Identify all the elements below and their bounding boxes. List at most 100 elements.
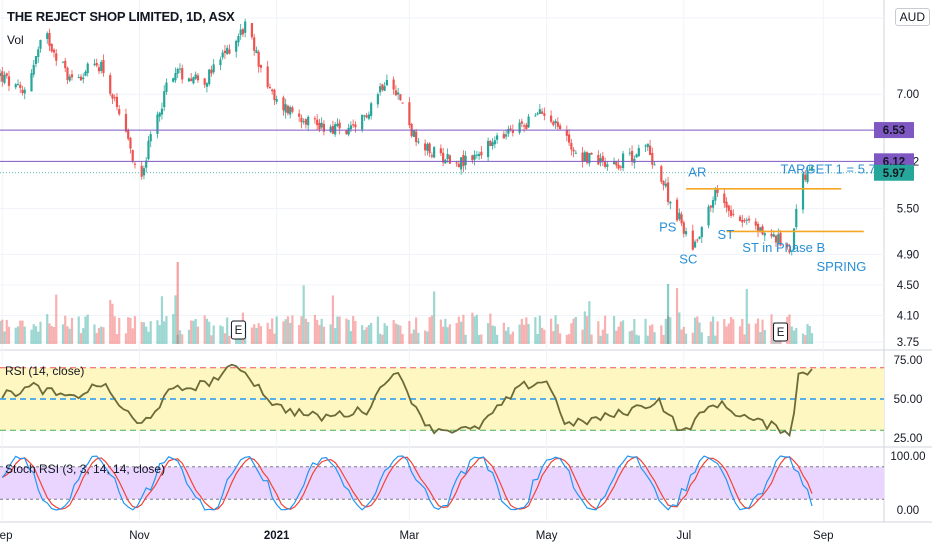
candle-body — [286, 105, 290, 114]
volume-bar — [394, 323, 397, 344]
candle-body — [612, 161, 616, 165]
volume-bar — [763, 330, 766, 344]
candle-body — [567, 134, 571, 143]
candle-body — [723, 193, 726, 204]
candle-body — [19, 84, 22, 88]
candle-body — [804, 174, 807, 180]
volume-bar — [540, 327, 544, 344]
candle-body — [37, 49, 40, 58]
volume-bar — [307, 322, 310, 344]
volume-bar — [313, 314, 317, 344]
candle-body — [271, 89, 274, 92]
volume-bar — [259, 326, 263, 344]
volume-bar — [448, 324, 451, 344]
candle-body — [788, 249, 791, 253]
candle-body — [489, 140, 492, 146]
volume-bar — [693, 317, 697, 344]
volume-bar — [255, 328, 258, 344]
candle-body — [426, 144, 429, 151]
stoch-tick-label: 100.00 — [890, 451, 925, 463]
volume-bar — [707, 335, 710, 344]
candle-body — [664, 183, 667, 187]
volume-bar — [475, 314, 478, 344]
candle-body — [174, 73, 177, 81]
candle-body — [455, 162, 458, 164]
candle-body — [536, 113, 539, 115]
candle-body — [275, 99, 278, 102]
volume-bar — [408, 321, 411, 344]
candle-body — [493, 140, 496, 145]
candle-body — [801, 173, 805, 210]
candle-body — [163, 91, 166, 108]
volume-bar — [109, 299, 112, 344]
volume-bar — [187, 329, 191, 344]
candle-body — [291, 107, 294, 112]
candle-body — [772, 234, 775, 237]
candle-body — [597, 154, 600, 165]
candle-body — [181, 68, 184, 80]
volume-bar — [145, 326, 148, 344]
volume-bar — [754, 323, 757, 344]
volume-bar — [111, 303, 114, 344]
candle-body — [127, 130, 130, 139]
volume-bar — [68, 328, 71, 344]
x-tick-label: Jul — [676, 530, 691, 542]
candle-body — [239, 29, 242, 36]
candle-body — [14, 84, 17, 88]
rsi-tick-label: 25.00 — [894, 433, 923, 445]
volume-bars — [0, 262, 814, 344]
x-tick-label: Mar — [399, 530, 419, 542]
candle-body — [606, 164, 609, 167]
y-tick-label: 4.10 — [897, 310, 919, 322]
candle-body — [347, 127, 350, 135]
volume-bar — [502, 322, 505, 344]
candle-body — [574, 152, 577, 154]
candle-body — [5, 73, 8, 76]
volume-bar — [415, 317, 418, 344]
candle-body — [480, 151, 483, 156]
volume-bar — [286, 316, 290, 344]
candle-body — [588, 153, 591, 164]
volume-bar — [354, 320, 357, 344]
candle-body — [329, 126, 332, 132]
volume-bar — [392, 319, 395, 344]
candle-body — [64, 60, 67, 69]
candle-body — [133, 163, 137, 165]
candle-body — [635, 154, 638, 158]
candle-body — [385, 79, 388, 86]
candle-body — [100, 61, 103, 71]
candle-body — [558, 125, 562, 129]
volume-bar — [79, 333, 83, 344]
candle-body — [235, 40, 238, 52]
volume-bar — [678, 312, 681, 344]
candle-body — [318, 122, 321, 130]
candle-body — [160, 108, 164, 115]
volume-bar — [282, 321, 285, 344]
volume-bar — [266, 322, 269, 344]
candle-body — [367, 114, 370, 119]
candle-body — [109, 75, 112, 94]
candle-body — [379, 86, 382, 93]
candle-body — [334, 124, 337, 135]
volume-bar — [597, 321, 600, 344]
volume-bar — [487, 323, 490, 344]
volume-bar — [570, 323, 573, 344]
volume-bar — [552, 331, 555, 344]
volume-bar — [190, 320, 193, 344]
candles — [0, 18, 814, 256]
rsi-label: RSI (14, close) — [5, 364, 85, 378]
volume-bar — [745, 288, 748, 344]
volume-bar — [590, 334, 593, 344]
y-tick-label: 3.75 — [897, 337, 919, 349]
candle-body — [39, 39, 42, 49]
candle-body — [502, 133, 505, 139]
volume-bar — [716, 321, 719, 344]
candle-body — [316, 119, 319, 126]
candle-body — [147, 140, 150, 160]
wyckoff-annotation: AR — [688, 165, 706, 180]
candle-body — [77, 77, 80, 79]
currency-button[interactable]: AUD — [894, 8, 930, 26]
candle-body — [365, 115, 368, 118]
volume-bar — [493, 326, 496, 344]
